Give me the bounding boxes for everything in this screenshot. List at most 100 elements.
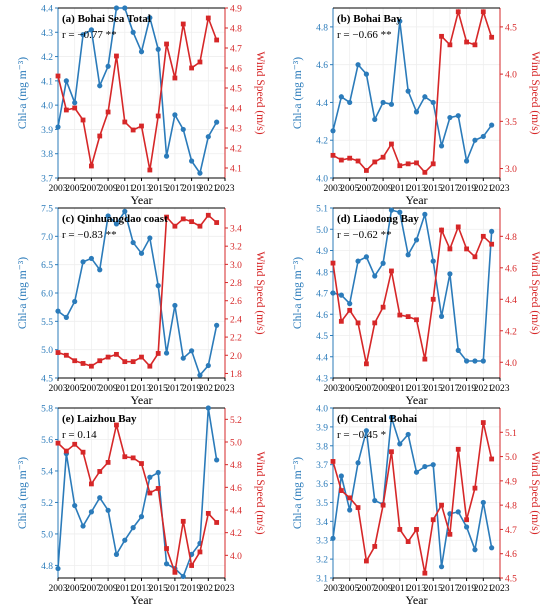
chl-a-point: [472, 137, 478, 143]
chl-a-point: [413, 469, 420, 475]
wind-speed-point: [405, 539, 411, 544]
wind-speed-point: [355, 505, 361, 510]
wind-speed-point: [172, 75, 178, 81]
chl-a-point: [330, 535, 336, 541]
chl-a-point: [163, 153, 170, 159]
y-left-tick-label: 4.8: [316, 268, 328, 278]
panel-5: 2003200520072009201120132015201720192021…: [17, 405, 266, 608]
wind-speed-series-line: [57, 15, 218, 171]
x-tick-label: 2013: [132, 584, 151, 594]
wind-speed-point: [89, 163, 94, 169]
y-left-tick-label: 4.3: [41, 29, 53, 39]
chl-a-point: [55, 124, 61, 130]
wind-speed-point: [122, 359, 128, 365]
y-left-tick-label: 4.2: [41, 53, 53, 63]
y-right-axis-label: Wind Speed (m/s): [254, 251, 266, 334]
chl-a-point: [347, 301, 353, 307]
y-left-tick-label: 3.4: [316, 518, 328, 528]
chl-a-point: [205, 405, 211, 411]
chl-a-point: [438, 564, 445, 570]
x-tick-label: 2015: [424, 384, 443, 394]
wind-speed-point: [347, 155, 353, 161]
chl-a-point: [97, 267, 103, 273]
x-tick-label: 2015: [149, 584, 168, 594]
wind-speed-point: [464, 246, 469, 252]
chl-a-point: [180, 573, 186, 580]
x-tick-label: 2019: [182, 584, 201, 594]
chl-a-point: [155, 283, 161, 289]
chl-a-point: [480, 133, 486, 140]
chl-a-point: [397, 18, 403, 24]
y-right-tick-label: 4.5: [230, 85, 242, 95]
x-tick-label: 2017: [165, 184, 184, 194]
wind-speed-point: [80, 117, 86, 123]
chl-a-point: [388, 207, 395, 213]
y-right-tick-label: 3.4: [230, 225, 242, 235]
x-tick-label: 2007: [357, 384, 376, 394]
x-tick-label: 2003: [324, 584, 343, 594]
chl-a-point: [355, 258, 361, 264]
x-tick-label: 2015: [149, 384, 168, 394]
wind-speed-point: [72, 358, 78, 364]
chl-a-point: [455, 347, 461, 353]
wind-speed-point: [114, 422, 119, 428]
wind-speed-point: [172, 223, 178, 229]
wind-speed-point: [489, 34, 495, 40]
wind-speed-point: [489, 241, 495, 247]
y-right-tick-label: 5.1: [505, 429, 517, 439]
x-tick-label: 2003: [49, 384, 68, 394]
x-tick-label: 2011: [390, 584, 409, 594]
x-tick-label: 2003: [49, 184, 68, 194]
chl-a-point: [105, 213, 111, 219]
x-tick-label: 2011: [115, 384, 134, 394]
wind-speed-point: [164, 214, 169, 220]
x-axis-label: Year: [130, 593, 152, 607]
chl-a-point: [413, 109, 420, 115]
x-tick-label: 2021: [199, 584, 218, 594]
x-tick-label: 2017: [440, 584, 459, 594]
wind-speed-point: [189, 563, 194, 568]
wind-speed-point: [130, 455, 136, 461]
y-left-tick-label: 4.9: [316, 247, 328, 257]
wind-speed-point: [414, 527, 419, 532]
wind-speed-point: [147, 490, 153, 496]
wind-speed-point: [464, 39, 469, 45]
chl-a-point: [122, 208, 128, 214]
chl-a-point: [455, 113, 461, 119]
wind-speed-point: [97, 469, 103, 474]
x-tick-label: 2017: [165, 384, 184, 394]
chl-a-point: [464, 524, 470, 530]
y-left-tick-label: 3.5: [316, 499, 328, 509]
chl-a-point: [55, 565, 61, 572]
chl-a-point: [422, 463, 428, 470]
wind-speed-point: [205, 511, 211, 516]
wind-speed-point: [330, 260, 336, 266]
wind-speed-point: [55, 440, 61, 446]
x-tick-label: 2005: [340, 584, 359, 594]
chl-a-point: [430, 99, 436, 106]
chl-a-point: [88, 255, 94, 262]
chl-a-point: [72, 502, 78, 509]
wind-speed-point: [372, 159, 378, 165]
y-right-tick-label: 4.7: [505, 526, 517, 536]
wind-speed-point: [380, 304, 386, 310]
correlation-annotation: r = −0.66 **: [337, 29, 392, 41]
correlation-annotation: r = 0.14: [62, 429, 97, 441]
y-right-tick-label: 3.0: [230, 261, 242, 271]
y-left-axis-label: Chl-a (mg m⁻³): [17, 257, 29, 329]
chl-a-point: [447, 271, 453, 277]
wind-speed-point: [372, 320, 378, 326]
y-left-tick-label: 5.0: [316, 226, 328, 236]
wind-speed-point: [55, 73, 61, 79]
chl-a-point: [363, 71, 369, 77]
y-left-tick-label: 3.9: [316, 423, 328, 433]
chl-a-point: [372, 116, 378, 123]
wind-speed-point: [164, 41, 169, 47]
x-tick-label: 2019: [457, 584, 476, 594]
chl-a-point: [422, 211, 428, 217]
y-left-tick-label: 3.2: [316, 556, 328, 566]
wind-speed-point: [89, 481, 94, 487]
y-left-tick-label: 3.9: [41, 126, 53, 136]
chl-a-point: [163, 350, 170, 356]
